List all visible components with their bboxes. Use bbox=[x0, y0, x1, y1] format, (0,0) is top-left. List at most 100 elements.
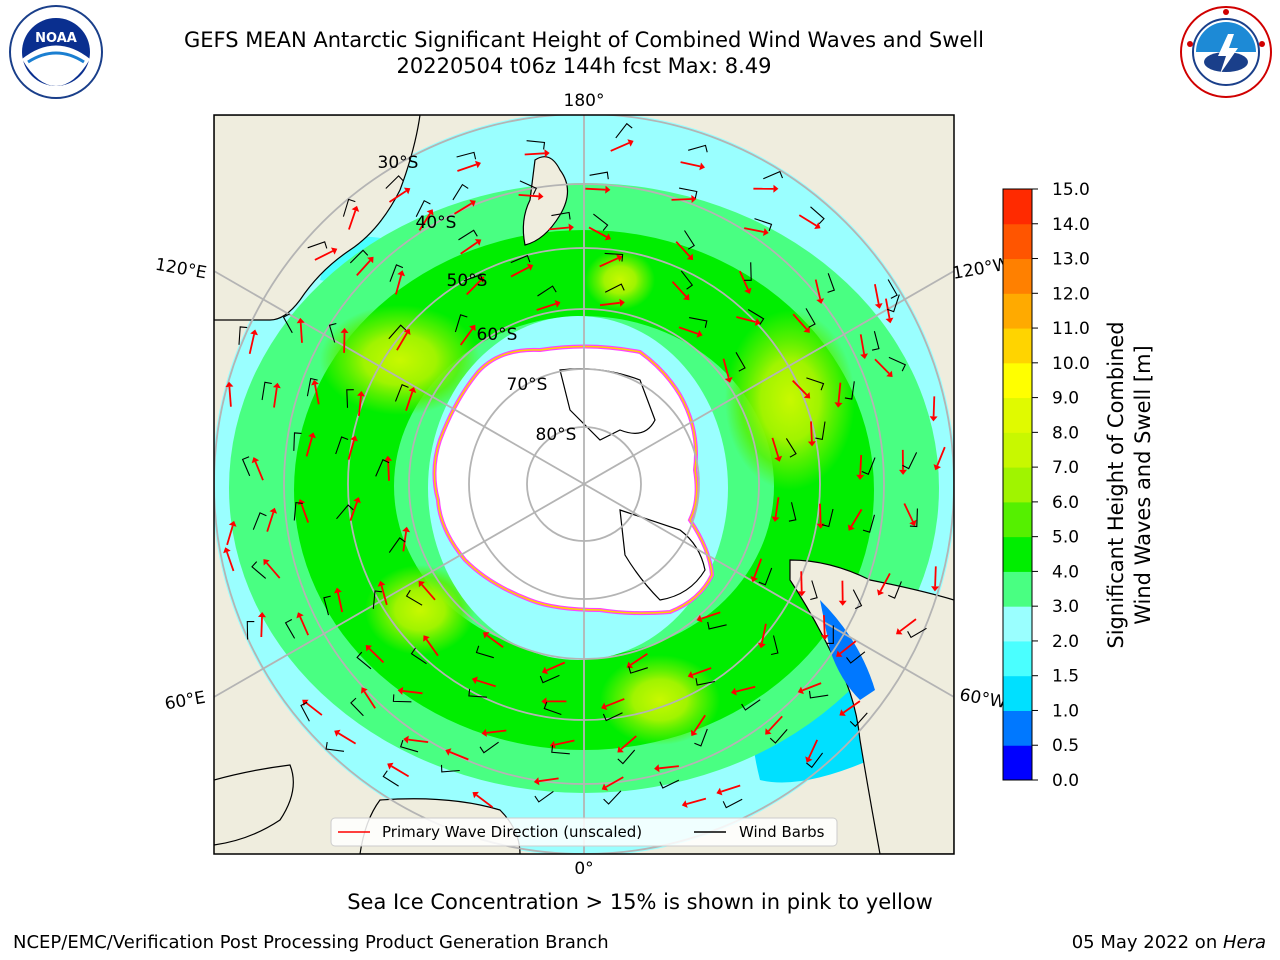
wave-direction-arrow bbox=[368, 647, 385, 664]
colorbar-segment bbox=[1003, 432, 1032, 468]
wind-barb bbox=[300, 701, 310, 722]
wind-barb bbox=[394, 383, 409, 402]
wave-arrow-head bbox=[909, 519, 917, 527]
wave-direction-arrow bbox=[814, 279, 822, 300]
wind-barb bbox=[454, 314, 468, 333]
wave-direction-arrow bbox=[347, 440, 355, 460]
wave-direction-arrow bbox=[476, 679, 496, 688]
wave-direction-arrow bbox=[792, 379, 808, 396]
wave-direction-arrow bbox=[299, 616, 310, 636]
polar-map: 30°S 40°S 50°S 60°S 70°S 80°S Primary Wa… bbox=[213, 114, 955, 855]
wind-barb bbox=[747, 309, 765, 325]
wind-barb bbox=[861, 457, 876, 476]
wind-barb bbox=[887, 294, 900, 313]
wave-arrow-head bbox=[820, 634, 829, 640]
wind-barb bbox=[788, 502, 797, 522]
wave-direction-arrow bbox=[744, 227, 764, 233]
colorbar-tick-label: 6.0 bbox=[1052, 493, 1079, 513]
wind-barb bbox=[688, 317, 708, 328]
colorbar-segment bbox=[1003, 223, 1032, 260]
wind-barb bbox=[593, 213, 609, 231]
wind-barb bbox=[306, 377, 318, 397]
wave-direction-arrow bbox=[802, 682, 822, 692]
wind-barb bbox=[628, 666, 648, 674]
wave-arrow-head bbox=[654, 764, 660, 773]
colorbar-tick-label: 8.0 bbox=[1052, 423, 1079, 443]
wave-arrow-head bbox=[771, 516, 780, 522]
wind-barb bbox=[907, 627, 927, 639]
wave-direction-arrow bbox=[548, 226, 569, 231]
wind-barb bbox=[887, 279, 898, 299]
coastal-low-wave bbox=[820, 600, 875, 700]
wind-barb bbox=[415, 199, 431, 218]
wave-direction-arrow bbox=[874, 284, 880, 305]
wave-arrow-head bbox=[384, 455, 393, 461]
wave-arrow-head bbox=[403, 187, 411, 195]
wind-barb bbox=[325, 742, 345, 752]
wind-barb bbox=[282, 313, 293, 334]
wave-direction-arrow bbox=[358, 395, 362, 416]
noaa-logo-text: NOAA bbox=[35, 31, 77, 46]
wind-barb bbox=[405, 589, 423, 606]
wave-arrow-head bbox=[731, 687, 737, 696]
wave-arrow-head bbox=[397, 686, 404, 695]
wave-direction-arrow bbox=[538, 777, 559, 783]
wave-arrow-head bbox=[696, 614, 703, 623]
wind-barb bbox=[456, 151, 477, 160]
wind-barb bbox=[399, 739, 419, 753]
wind-barb bbox=[589, 171, 609, 180]
wave-direction-arrow bbox=[599, 257, 619, 268]
wind-barb bbox=[346, 389, 354, 408]
wave-direction-arrow bbox=[266, 562, 281, 579]
wind-barb bbox=[539, 674, 560, 684]
lat-label-50s: 50°S bbox=[447, 271, 488, 291]
high-wave-area bbox=[365, 565, 475, 655]
wind-barb bbox=[385, 175, 404, 189]
wind-barb bbox=[246, 620, 255, 640]
wind-barb bbox=[323, 595, 331, 616]
wave-direction-arrow bbox=[228, 386, 232, 407]
graticule bbox=[214, 115, 954, 854]
wind-barb bbox=[849, 712, 868, 728]
wave-arrow-head bbox=[860, 353, 868, 359]
wave-arrow-head bbox=[816, 298, 825, 304]
wave-arrow-head bbox=[472, 791, 479, 799]
wave-direction-arrow bbox=[524, 152, 545, 156]
legend-wind-barbs: Wind Barbs bbox=[739, 823, 825, 841]
wave-arrow-head bbox=[763, 228, 769, 236]
wave-direction-arrow bbox=[380, 585, 388, 606]
wind-barb bbox=[375, 459, 390, 477]
wave-arrow-head bbox=[397, 270, 405, 277]
wave-direction-arrow bbox=[842, 700, 861, 714]
wind-barb bbox=[871, 331, 880, 351]
footer-date: 05 May 2022 on Hera bbox=[1072, 932, 1266, 953]
lat-label-30s: 30°S bbox=[378, 153, 419, 173]
wave-arrow-head bbox=[481, 728, 487, 737]
wave-arrow-head bbox=[377, 580, 386, 587]
wave-direction-arrow bbox=[486, 729, 507, 734]
wave-direction-arrow bbox=[314, 250, 334, 261]
wave-direction-arrow bbox=[405, 391, 414, 411]
wave-arrow-head bbox=[308, 432, 316, 439]
high-wave-area bbox=[600, 655, 720, 745]
wind-barb bbox=[526, 140, 546, 150]
wave-arrow-head bbox=[554, 300, 561, 308]
colorbar-tick-label: 7.0 bbox=[1052, 458, 1079, 478]
wind-barb bbox=[763, 170, 784, 180]
wave-direction-arrow bbox=[630, 652, 648, 666]
wave-direction-arrow bbox=[460, 241, 478, 255]
wind-barb bbox=[604, 252, 624, 262]
wave-direction-arrow bbox=[387, 460, 390, 481]
wave-direction-arrow bbox=[610, 142, 630, 152]
wave-arrow-head bbox=[899, 469, 907, 475]
wind-barb bbox=[604, 283, 625, 293]
wave-direction-arrow bbox=[518, 194, 539, 198]
wind-barb bbox=[722, 798, 743, 809]
wind-barb bbox=[252, 512, 267, 530]
wave-direction-arrow bbox=[735, 685, 756, 693]
wave-direction-arrow bbox=[680, 161, 701, 168]
lon-label-0: 0° bbox=[574, 859, 593, 879]
wind-barb bbox=[350, 697, 364, 717]
wave-arrow-head bbox=[750, 576, 758, 583]
wave-direction-arrow bbox=[554, 739, 575, 746]
